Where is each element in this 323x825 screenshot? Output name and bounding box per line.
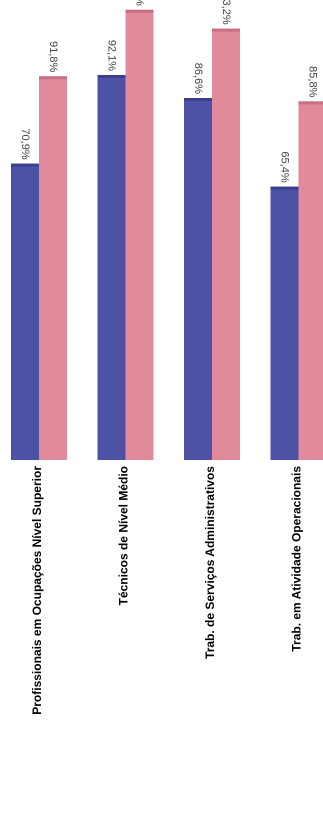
value-label-3-series-2: 103,2% <box>220 0 232 25</box>
bar-3-series-1 <box>184 98 212 461</box>
bar-top-edge-1-series-1 <box>11 163 39 167</box>
bar-top-edge-2-series-1 <box>97 75 126 79</box>
bar-top-edge-3-series-1 <box>184 98 212 102</box>
category-label-2: Técnicos de Nível Médio <box>117 466 131 605</box>
category-label-3: Trab. de Serviços Administrativos <box>203 466 217 659</box>
bar-1-series-2 <box>39 76 67 460</box>
category-label-1: Profissionais em Ocupações Nível Superio… <box>30 466 44 715</box>
bar-top-edge-4-series-2 <box>298 101 323 105</box>
value-label-1-series-2: 91,8% <box>47 41 59 72</box>
bar-4-series-2 <box>298 101 323 460</box>
value-labels-group: 70,9% 91,8% 92,1% 107,7% 86,6% 103,2% 65,4% 85,… <box>19 0 319 183</box>
category-labels-group: Profissionais em Ocupações Nível Superio… <box>30 466 304 715</box>
bar-1-series-1 <box>11 163 39 460</box>
category-label-4: Trab. em Atividade Operacionais <box>290 466 304 652</box>
bar-2-series-1 <box>97 75 126 460</box>
value-label-2-series-2: 107,7% <box>134 0 146 6</box>
bar-4-series-1 <box>270 186 299 461</box>
value-label-4-series-1: 65,4% <box>279 151 291 182</box>
bars-group <box>11 9 323 461</box>
bar-top-edge-3-series-2 <box>212 28 240 32</box>
bar-top-edge-2-series-2 <box>125 9 154 13</box>
bar-top-edge-1-series-2 <box>39 76 67 80</box>
bar-3-series-2 <box>212 28 240 461</box>
value-label-2-series-1: 92,1% <box>106 40 118 71</box>
value-label-4-series-2: 85,8% <box>307 66 319 97</box>
bar-2-series-2 <box>125 9 154 461</box>
bar-top-edge-4-series-1 <box>270 186 299 190</box>
value-label-1-series-1: 70,9% <box>19 128 31 159</box>
value-label-3-series-1: 86,6% <box>192 63 204 94</box>
